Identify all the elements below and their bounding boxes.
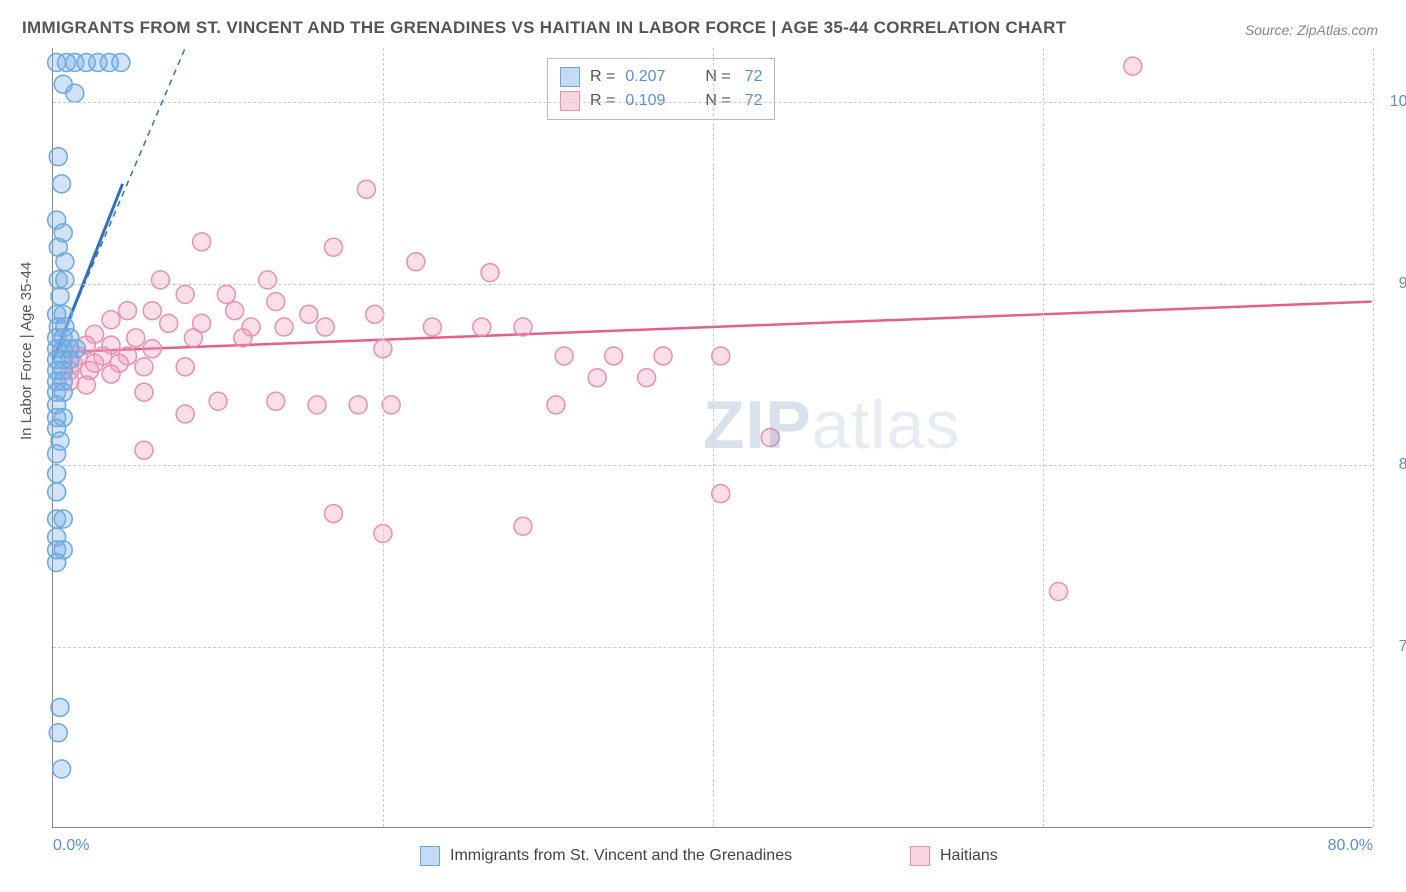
x-tick-label: 80.0% — [1328, 837, 1373, 855]
scatter-point — [349, 396, 367, 414]
legend-n-value-1: 72 — [745, 92, 763, 110]
legend-swatch-blue — [420, 846, 440, 866]
scatter-point — [300, 305, 318, 323]
scatter-point — [48, 483, 66, 501]
scatter-point — [112, 54, 130, 72]
scatter-point — [654, 347, 672, 365]
scatter-point — [127, 329, 145, 347]
scatter-point — [267, 293, 285, 311]
legend-r-value-0: 0.207 — [625, 68, 677, 86]
scatter-point — [135, 383, 153, 401]
scatter-point — [605, 347, 623, 365]
scatter-point — [176, 358, 194, 376]
legend-n-value-0: 72 — [745, 68, 763, 86]
legend-row-series-0: R = 0.207 N = 72 — [560, 65, 762, 89]
scatter-point — [48, 445, 66, 463]
y-tick-label: 80.0% — [1379, 456, 1406, 474]
gridline-v — [1373, 48, 1374, 827]
scatter-point — [308, 396, 326, 414]
scatter-point — [209, 392, 227, 410]
scatter-point — [176, 285, 194, 303]
scatter-point — [324, 505, 342, 523]
legend-swatch-pink — [560, 91, 580, 111]
scatter-point — [217, 285, 235, 303]
scatter-point — [143, 340, 161, 358]
scatter-point — [51, 287, 69, 305]
scatter-point — [275, 318, 293, 336]
scatter-point — [77, 376, 95, 394]
scatter-point — [1124, 57, 1142, 75]
scatter-point — [48, 465, 66, 483]
scatter-point — [176, 405, 194, 423]
legend-correlation: R = 0.207 N = 72 R = 0.109 N = 72 — [547, 58, 775, 120]
gridline-v — [383, 48, 384, 827]
scatter-point — [193, 233, 211, 251]
scatter-point — [66, 84, 84, 102]
scatter-point — [160, 314, 178, 332]
y-axis-label: In Labor Force | Age 35-44 — [18, 262, 35, 440]
scatter-point — [119, 302, 137, 320]
scatter-point — [547, 396, 565, 414]
scatter-point — [53, 760, 71, 778]
scatter-point — [324, 238, 342, 256]
scatter-point — [102, 311, 120, 329]
scatter-point — [49, 724, 67, 742]
scatter-point — [56, 271, 74, 289]
scatter-point — [135, 358, 153, 376]
scatter-point — [514, 517, 532, 535]
scatter-point — [555, 347, 573, 365]
scatter-point — [366, 305, 384, 323]
scatter-point — [102, 365, 120, 383]
gridline-v — [713, 48, 714, 827]
scatter-point — [1050, 582, 1068, 600]
legend-swatch-pink — [910, 846, 930, 866]
chart-title: IMMIGRANTS FROM ST. VINCENT AND THE GREN… — [22, 18, 1066, 38]
legend-swatch-blue — [560, 67, 580, 87]
scatter-point — [382, 396, 400, 414]
legend-series-0: Immigrants from St. Vincent and the Gren… — [420, 846, 792, 866]
scatter-point — [588, 369, 606, 387]
scatter-point — [234, 329, 252, 347]
scatter-point — [51, 698, 69, 716]
scatter-point — [514, 318, 532, 336]
legend-n-label: N = — [705, 92, 730, 110]
scatter-point — [761, 429, 779, 447]
scatter-point — [56, 253, 74, 271]
scatter-point — [423, 318, 441, 336]
scatter-point — [135, 441, 153, 459]
x-tick-label: 0.0% — [53, 837, 89, 855]
scatter-point — [473, 318, 491, 336]
scatter-point — [53, 175, 71, 193]
scatter-point — [54, 510, 72, 528]
legend-r-label: R = — [590, 68, 615, 86]
scatter-point — [316, 318, 334, 336]
legend-series-1: Haitians — [910, 846, 998, 866]
scatter-point — [259, 271, 277, 289]
legend-r-label: R = — [590, 92, 615, 110]
scatter-point — [357, 180, 375, 198]
legend-label-0: Immigrants from St. Vincent and the Gren… — [450, 847, 792, 865]
scatter-point — [184, 329, 202, 347]
scatter-point — [712, 485, 730, 503]
source-label: Source: ZipAtlas.com — [1245, 22, 1378, 38]
legend-r-value-1: 0.109 — [625, 92, 677, 110]
scatter-point — [712, 347, 730, 365]
scatter-point — [267, 392, 285, 410]
y-tick-label: 70.0% — [1379, 638, 1406, 656]
scatter-point — [407, 253, 425, 271]
legend-label-1: Haitians — [940, 847, 998, 865]
gridline-v — [1043, 48, 1044, 827]
y-tick-label: 90.0% — [1379, 275, 1406, 293]
scatter-point — [143, 302, 161, 320]
legend-n-label: N = — [705, 68, 730, 86]
scatter-point — [638, 369, 656, 387]
scatter-point — [481, 264, 499, 282]
plot-area: ZIPatlas R = 0.207 N = 72 R = 0.109 N = … — [52, 48, 1372, 828]
scatter-point — [48, 554, 66, 572]
scatter-point — [226, 302, 244, 320]
legend-row-series-1: R = 0.109 N = 72 — [560, 89, 762, 113]
scatter-point — [151, 271, 169, 289]
scatter-point — [49, 148, 67, 166]
y-tick-label: 100.0% — [1379, 93, 1406, 111]
